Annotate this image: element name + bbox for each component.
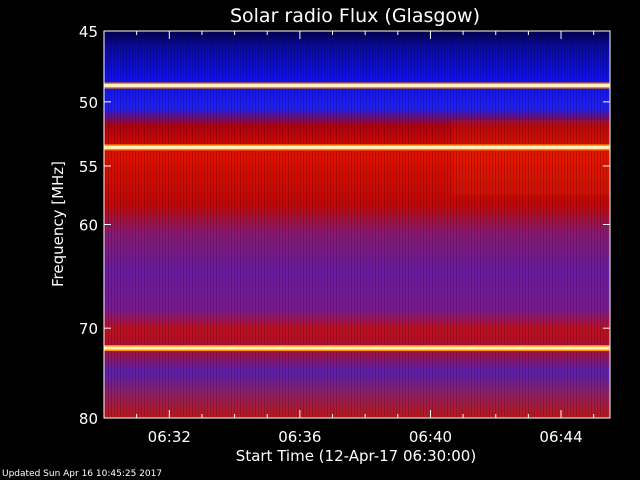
stripe-texture — [104, 31, 610, 418]
bright-bands — [104, 82, 610, 352]
chart-title: Solar radio Flux (Glasgow) — [230, 5, 480, 27]
y-tick-label: 80 — [79, 410, 98, 428]
bright-band — [104, 145, 610, 149]
bright-band — [104, 84, 610, 88]
y-axis: 45 50 55 60 70 80 — [79, 23, 610, 428]
spectrogram-image — [104, 31, 610, 418]
x-tick-label: 06:32 — [148, 428, 191, 446]
update-timestamp: Updated Sun Apr 16 10:45:25 2017 — [2, 469, 163, 479]
y-tick-label: 70 — [79, 320, 98, 338]
x-axis: 06:32 06:36 06:40 06:44 — [136, 31, 595, 446]
bright-band — [104, 346, 610, 350]
y-tick-label: 55 — [79, 158, 98, 176]
y-tick-label: 50 — [79, 94, 98, 112]
x-axis-label: Start Time (12-Apr-17 06:30:00) — [236, 447, 476, 465]
x-tick-label: 06:44 — [539, 428, 582, 446]
y-tick-label: 45 — [79, 23, 98, 41]
x-tick-label: 06:40 — [409, 428, 452, 446]
x-tick-label: 06:36 — [278, 428, 321, 446]
y-tick-label: 60 — [79, 217, 98, 235]
y-axis-label: Frequency [MHz] — [49, 161, 67, 287]
